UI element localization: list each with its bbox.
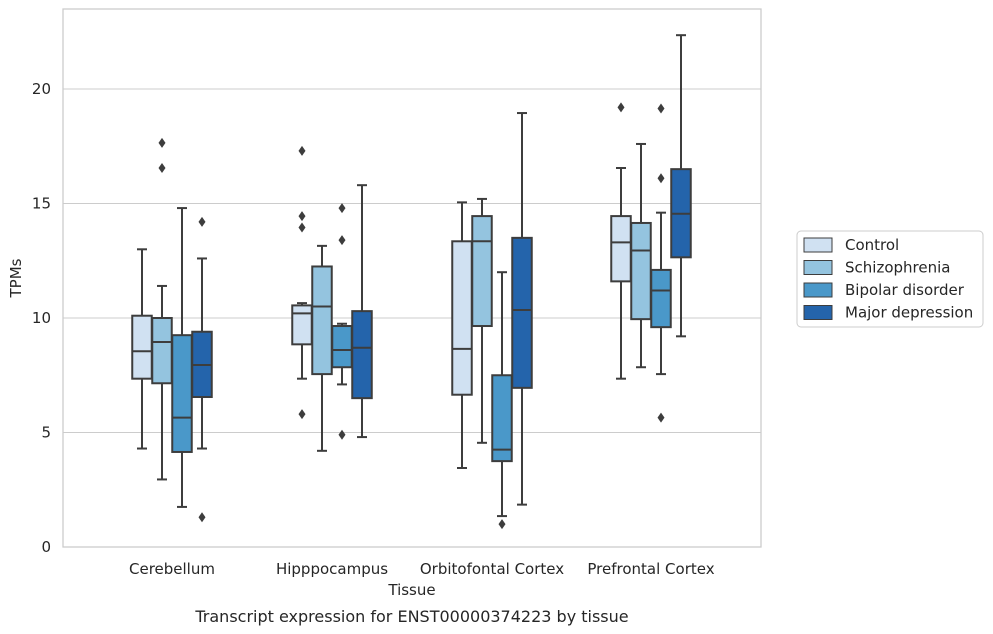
box-control [131,248,153,450]
box-control [291,145,313,420]
box-major-depression [351,184,373,439]
box-iqr [311,265,333,376]
box-iqr [451,240,473,396]
outlier-point [158,137,166,148]
outlier-point [617,102,625,113]
box-control [610,102,632,380]
y-tick-label: 5 [41,424,51,442]
box-iqr [331,325,353,369]
x-tick-label: Hipppocampus [276,560,388,578]
legend-label: Bipolar disorder [845,281,965,299]
y-tick-label: 10 [32,309,51,327]
x-axis-label: Tissue [387,581,435,599]
outlier-point [498,519,506,530]
box-bipolar-disorder [491,271,513,530]
box-plot-marks [131,34,692,530]
y-tick-label: 20 [32,80,51,98]
box-iqr [511,236,533,389]
outlier-point [657,412,665,423]
y-axis-label: TPMs [7,258,25,298]
outlier-point [158,163,166,174]
box-bipolar-disorder [331,203,353,440]
outlier-point [338,203,346,214]
outlier-point [657,173,665,184]
y-tick-label: 15 [32,195,51,213]
legend: Control Schizophrenia Bipolar disorder Majo… [796,230,984,328]
box-schizophrenia [471,197,493,444]
box-iqr [650,268,672,329]
outlier-point [298,145,306,156]
box-iqr [491,374,513,463]
outlier-point [298,211,306,222]
box-major-depression [191,216,213,523]
legend-frame [796,230,984,328]
box-iqr [131,314,153,380]
box-schizophrenia [311,244,333,452]
x-tick-label: Prefrontal Cortex [587,560,714,578]
outlier-point [338,429,346,440]
legend-swatch [803,237,833,253]
legend-swatch [803,260,833,275]
y-tick-label: 0 [41,538,51,556]
box-control [451,201,473,469]
outlier-point [198,216,206,227]
outlier-point [338,235,346,246]
y-axis-tick-labels: 0 5 10 15 20 [32,80,51,556]
outlier-point [198,512,206,523]
legend-label: Schizophrenia [845,259,950,277]
box-iqr [291,304,313,346]
figure-caption: Transcript expression for ENST0000037422… [194,607,628,626]
x-tick-label: Orbitofontal Cortex [420,560,564,578]
legend-swatch [803,305,833,320]
box-iqr [610,215,632,283]
box-iqr [151,317,173,385]
box-bipolar-disorder [650,103,672,423]
box-iqr [471,215,493,328]
x-tick-label: Cerebellum [129,560,215,578]
outlier-point [298,409,306,420]
outlier-point [298,222,306,233]
box-major-depression [670,34,692,338]
legend-label: Control [845,236,899,254]
outlier-point [657,103,665,114]
legend-label: Major depression [845,304,973,322]
box-major-depression [511,112,533,506]
plot-frame [62,8,762,548]
box-iqr [630,221,652,321]
box-iqr [171,334,193,453]
x-axis-tick-labels: Cerebellum Hipppocampus Orbitofontal Corte… [129,560,715,578]
box-iqr [351,310,373,400]
legend-swatch [803,282,833,298]
